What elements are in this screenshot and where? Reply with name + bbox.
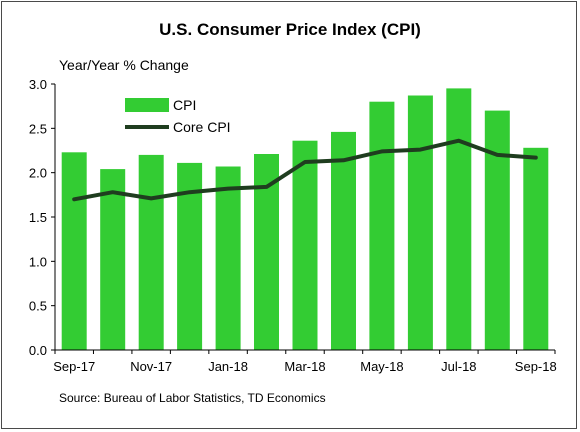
core-cpi-line [72, 138, 538, 202]
chart-title: U.S. Consumer Price Index (CPI) [159, 20, 421, 39]
core-cpi-line-group [72, 138, 538, 202]
cpi-bar [292, 140, 318, 350]
cpi-bar [523, 147, 549, 350]
legend-label-cpi: CPI [173, 97, 196, 113]
y-tick-label: 1.0 [29, 254, 47, 269]
axes: 0.0 0.5 1.0 1.5 2.0 2.5 3.0 Sep-17 Nov-17 Jan-18 M… [29, 77, 557, 374]
x-tick-label: Nov-17 [130, 359, 172, 374]
cpi-bar [61, 152, 87, 350]
cpi-bar [215, 166, 241, 350]
cpi-bar [484, 110, 510, 350]
x-tick-label: May-18 [360, 359, 403, 374]
x-tick-label: Mar-18 [284, 359, 325, 374]
y-tick-label: 2.0 [29, 166, 47, 181]
x-tick-label: Jul-18 [441, 359, 476, 374]
y-tick-label: 2.5 [29, 121, 47, 136]
cpi-bar [100, 169, 126, 350]
x-tick-label: Sep-17 [53, 359, 95, 374]
legend-label-core-cpi: Core CPI [173, 119, 231, 135]
y-tick-label: 0.0 [29, 343, 47, 358]
y-tick-label: 0.5 [29, 299, 47, 314]
source-note: Source: Bureau of Labor Statistics, TD E… [59, 391, 326, 405]
x-tick-label: Sep-18 [515, 359, 557, 374]
y-axis-label: Year/Year % Change [59, 57, 189, 73]
cpi-bar [331, 131, 356, 350]
x-tick-label: Jan-18 [208, 359, 248, 374]
legend-swatch-cpi [125, 98, 169, 112]
cpi-bar [369, 101, 395, 350]
cpi-bar [138, 154, 164, 350]
y-tick-label: 1.5 [29, 210, 47, 225]
legend: CPI Core CPI [125, 97, 231, 135]
cpi-bar [407, 95, 433, 350]
cpi-bar [446, 88, 472, 351]
y-tick-label: 3.0 [29, 77, 47, 92]
